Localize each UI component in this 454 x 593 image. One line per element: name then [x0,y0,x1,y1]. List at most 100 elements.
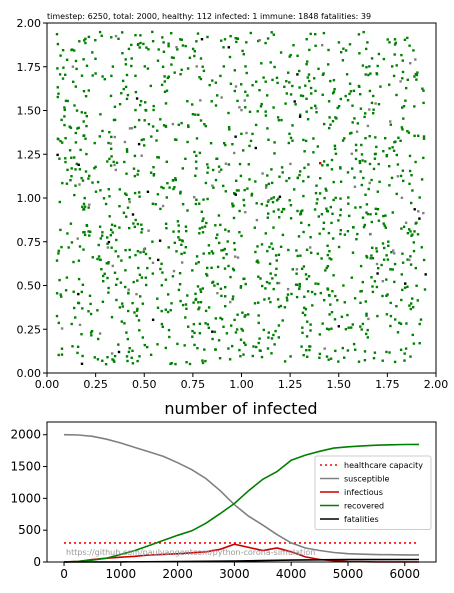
immune-point [130,64,133,68]
immune-point [351,251,355,254]
immune-point [195,262,198,265]
x-tick-label: 4000 [276,567,307,581]
immune-point [87,206,90,209]
immune-point [170,63,173,66]
immune-point [258,337,261,340]
immune-point [236,99,239,103]
immune-point [360,143,363,147]
immune-point [403,286,407,289]
healthy-point [98,332,102,335]
immune-point [367,73,370,77]
immune-point [418,342,421,345]
immune-point [361,159,364,162]
x-tick-label: 1.50 [327,378,352,391]
immune-point [305,97,308,100]
immune-point [131,349,134,352]
immune-point [243,204,246,207]
immune-point [306,76,309,79]
immune-point [272,226,275,229]
immune-point [82,248,85,251]
immune-point [210,100,213,103]
healthy-point [135,293,138,296]
immune-point [391,65,394,68]
immune-point [248,144,251,148]
fatality-point [234,193,237,196]
line-chart-title: number of infected [164,399,317,418]
immune-point [330,168,334,171]
immune-point [333,144,337,147]
immune-point [411,297,414,300]
immune-point [113,354,117,358]
immune-point [373,152,377,156]
immune-point [373,351,377,354]
immune-point [191,269,194,272]
immune-point [408,44,411,47]
immune-point [406,78,409,81]
healthy-point [381,280,384,283]
immune-point [126,359,129,363]
immune-point [289,217,293,220]
immune-point [410,302,413,305]
immune-point [294,103,297,106]
healthy-point [404,221,408,224]
immune-point [90,334,93,337]
immune-point [274,329,277,333]
immune-point [339,208,342,211]
immune-point [314,104,317,107]
immune-point [267,182,270,186]
immune-point [346,99,350,102]
immune-point [219,287,223,290]
y-tick-label: 1.00 [17,192,42,205]
immune-point [110,246,113,249]
immune-point [285,92,288,95]
immune-point [302,138,305,142]
immune-point [422,135,426,138]
immune-point [127,350,131,354]
fatality-point [293,100,296,103]
healthy-point [396,175,400,178]
fatality-point [418,217,421,220]
immune-point [133,225,136,229]
immune-point [278,216,281,219]
immune-point [332,198,335,202]
healthy-point [393,252,396,255]
immune-point [89,230,92,233]
immune-point [144,101,147,104]
immune-point [409,355,412,358]
immune-point [75,162,78,166]
immune-point [168,335,171,339]
scatter-dots [55,30,427,366]
immune-point [74,85,77,88]
immune-point [80,176,83,180]
immune-point [64,157,67,160]
immune-point [70,175,73,178]
immune-point [274,254,278,257]
immune-point [332,79,336,82]
fatality-point [135,97,139,100]
immune-point [331,212,334,215]
immune-point [298,69,301,73]
immune-point [197,308,200,311]
immune-point [358,160,361,163]
immune-point [161,36,164,39]
immune-point [239,285,243,288]
healthy-point [113,135,116,139]
healthy-point [400,196,404,199]
immune-point [261,284,264,288]
immune-point [197,261,200,264]
immune-point [348,214,351,218]
immune-point [212,186,215,189]
immune-point [315,184,318,187]
y-tick-label: 1000 [10,491,41,505]
immune-point [66,99,69,103]
immune-point [393,38,397,41]
immune-point [330,158,334,162]
y-tick-label: 0.75 [17,236,42,249]
immune-point [128,248,131,252]
immune-point [174,177,177,180]
immune-point [346,171,350,174]
immune-point [333,147,337,150]
immune-point [157,156,160,159]
immune-point [393,280,396,284]
immune-point [302,230,305,234]
